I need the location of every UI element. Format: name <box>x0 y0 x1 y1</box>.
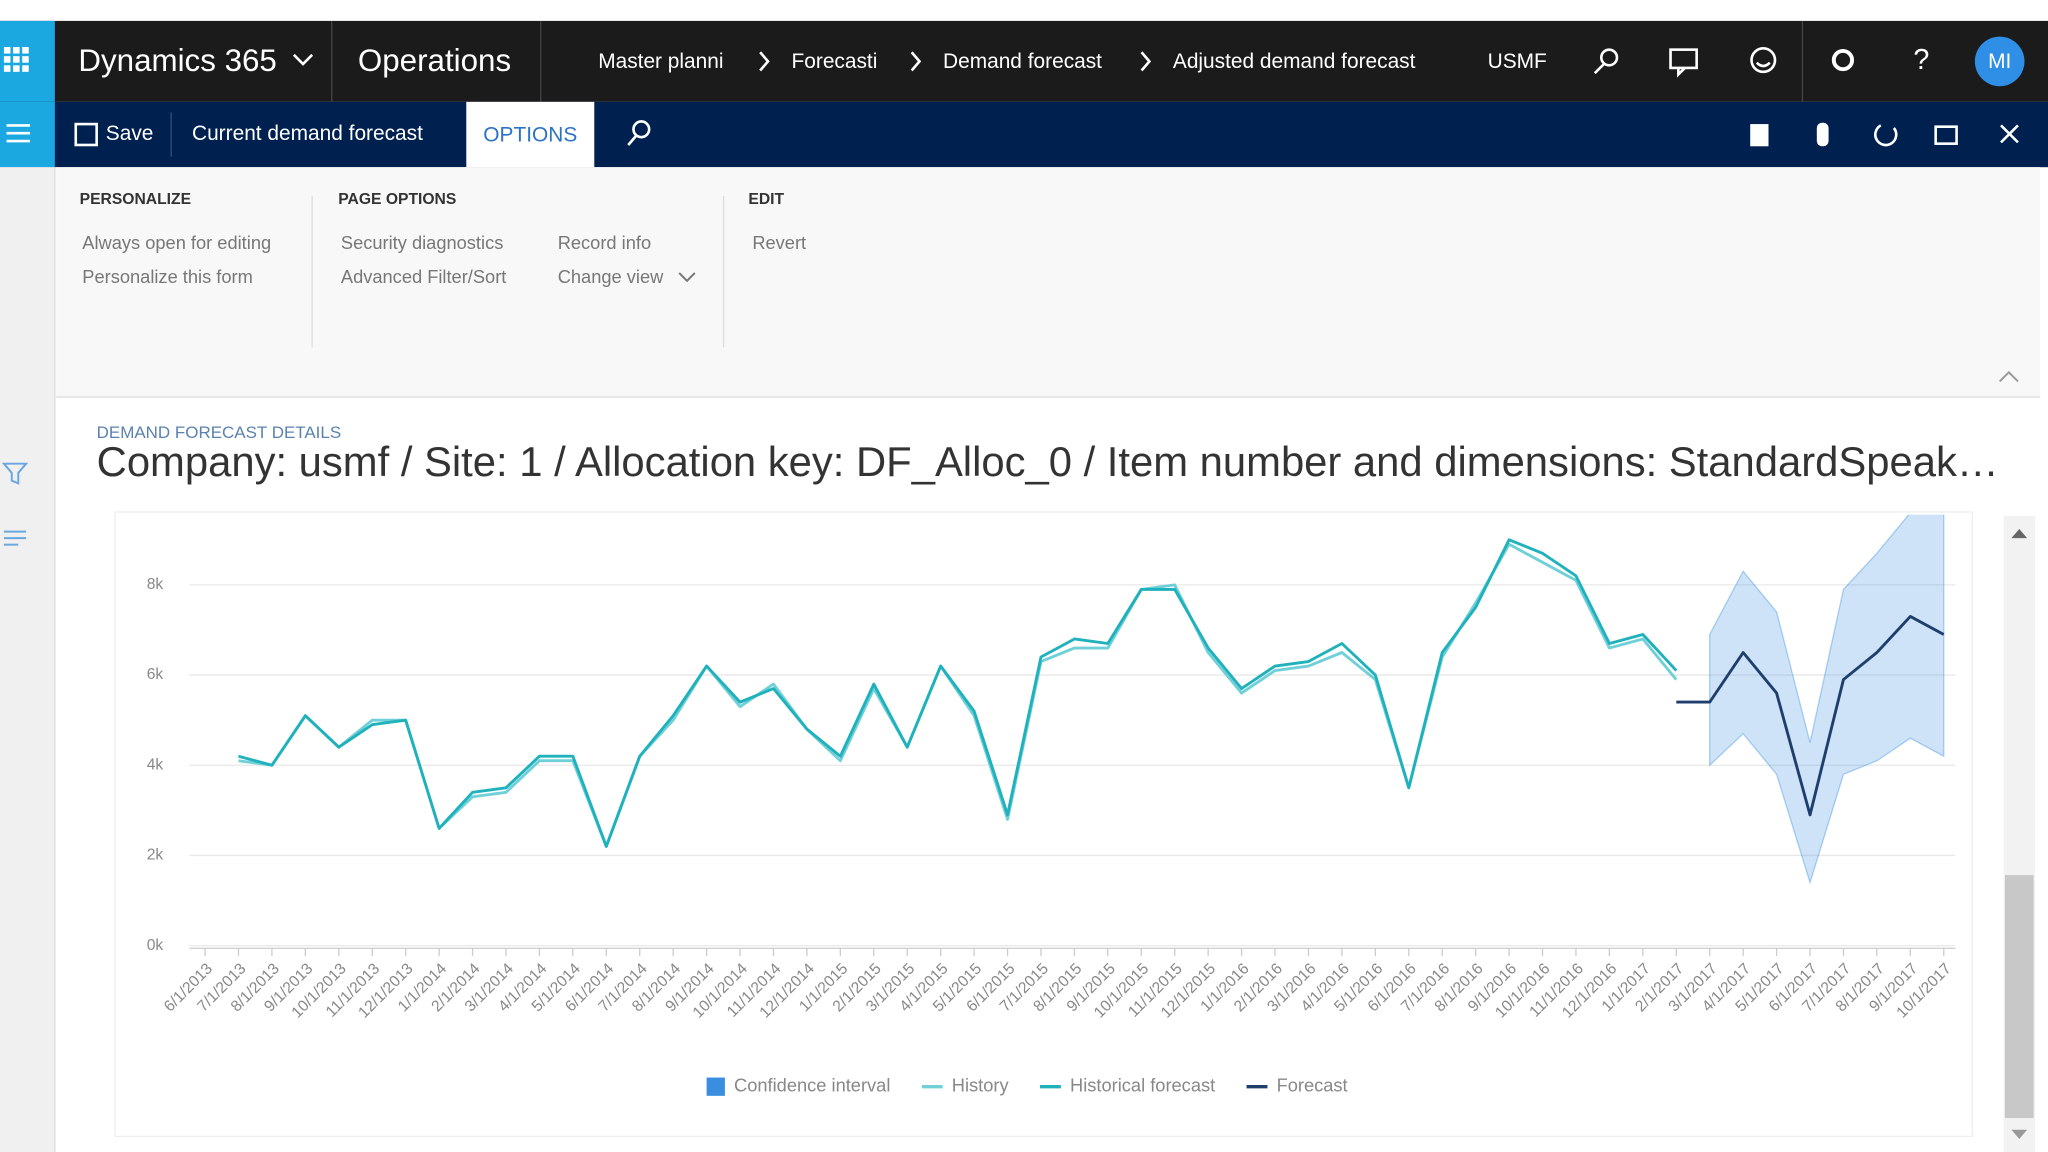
chevron <box>292 53 314 66</box>
ribbon-item[interactable]: Security diagnostics <box>341 232 503 253</box>
breadcrumb[interactable]: Master planni <box>598 50 723 73</box>
breadcrumb[interactable]: Forecasti <box>792 50 878 73</box>
ribbon-item[interactable]: Revert <box>752 232 806 253</box>
y-tick-label: 4k <box>147 756 164 773</box>
y-tick-label: 2k <box>147 847 164 864</box>
save-icon <box>74 122 98 147</box>
ribbon-group-title: PAGE OPTIONS <box>338 191 456 208</box>
confidence-band <box>1709 514 1945 885</box>
legend-label: Historical forecast <box>1070 1075 1215 1096</box>
chevron <box>678 272 696 283</box>
hamburger-icon <box>6 124 31 143</box>
ribbon-item[interactable]: Always open for editing <box>82 232 271 253</box>
chevron <box>1140 51 1152 72</box>
scroll-up[interactable] <box>2011 528 2028 539</box>
y-tick-label: 0k <box>147 937 164 954</box>
breadcrumb[interactable]: Adjusted demand forecast <box>1173 50 1416 73</box>
list-icon[interactable] <box>3 530 27 546</box>
chevron <box>759 51 770 72</box>
chevron <box>910 51 922 72</box>
ribbon-item[interactable]: Advanced Filter/Sort <box>341 266 506 287</box>
scroll-down[interactable] <box>2011 1129 2028 1139</box>
section-title: Company: usmf / Site: 1 / Allocation key… <box>97 438 1999 485</box>
module-name[interactable]: Operations <box>358 43 511 78</box>
breadcrumb[interactable]: Demand forecast <box>943 50 1102 73</box>
avatar-initials: MI <box>1988 50 2011 73</box>
legend-label: History <box>952 1075 1010 1096</box>
feedback-icon[interactable] <box>1669 48 1698 78</box>
options-tab[interactable]: OPTIONS <box>483 123 577 146</box>
action-search[interactable] <box>627 120 651 146</box>
settings-icon[interactable] <box>1831 48 1855 72</box>
ribbon-group-title: PERSONALIZE <box>80 191 191 208</box>
toolbar-icons <box>1874 124 2019 147</box>
section-caption: DEMAND FORECAST DETAILS <box>97 423 342 442</box>
legend-swatch <box>706 1077 725 1096</box>
filter-icon[interactable] <box>1 462 29 485</box>
save-button[interactable]: Save <box>106 122 154 145</box>
help[interactable]: ? <box>1913 44 1929 76</box>
launcher-icon <box>3 47 29 72</box>
toolbar-icons <box>1750 122 1829 147</box>
company[interactable]: USMF <box>1488 50 1547 73</box>
series-line <box>238 538 1678 848</box>
legend-label: Forecast <box>1277 1075 1348 1096</box>
ribbon-group-title: EDIT <box>748 191 784 208</box>
tab[interactable]: Current demand forecast <box>192 122 423 145</box>
legend-label: Confidence interval <box>734 1075 890 1096</box>
side-rail <box>0 167 55 1152</box>
ribbon-item[interactable]: Change view <box>558 266 664 287</box>
smiley-icon[interactable] <box>1750 47 1777 74</box>
y-tick-label: 6k <box>147 666 164 683</box>
ribbon-item[interactable]: Record info <box>558 232 651 253</box>
series-line <box>1676 614 1945 817</box>
search-icon[interactable] <box>1593 48 1619 75</box>
chart-frame <box>114 511 1973 1137</box>
chart: 0k2k4k6k8k6/1/20137/1/20138/1/20139/1/20… <box>147 514 1956 1096</box>
app-name[interactable]: Dynamics 365 <box>78 43 277 78</box>
options-tab-bg <box>466 101 595 168</box>
collapse-icon[interactable] <box>1998 370 2019 383</box>
ribbon-item[interactable]: Personalize this form <box>82 266 253 287</box>
ribbon <box>56 167 2041 398</box>
scrollbar-thumb[interactable] <box>2004 875 2034 1119</box>
y-tick-label: 8k <box>147 576 164 593</box>
nav-bar <box>0 20 2048 102</box>
action-bar <box>0 101 2048 168</box>
avatar[interactable] <box>1974 36 2025 87</box>
